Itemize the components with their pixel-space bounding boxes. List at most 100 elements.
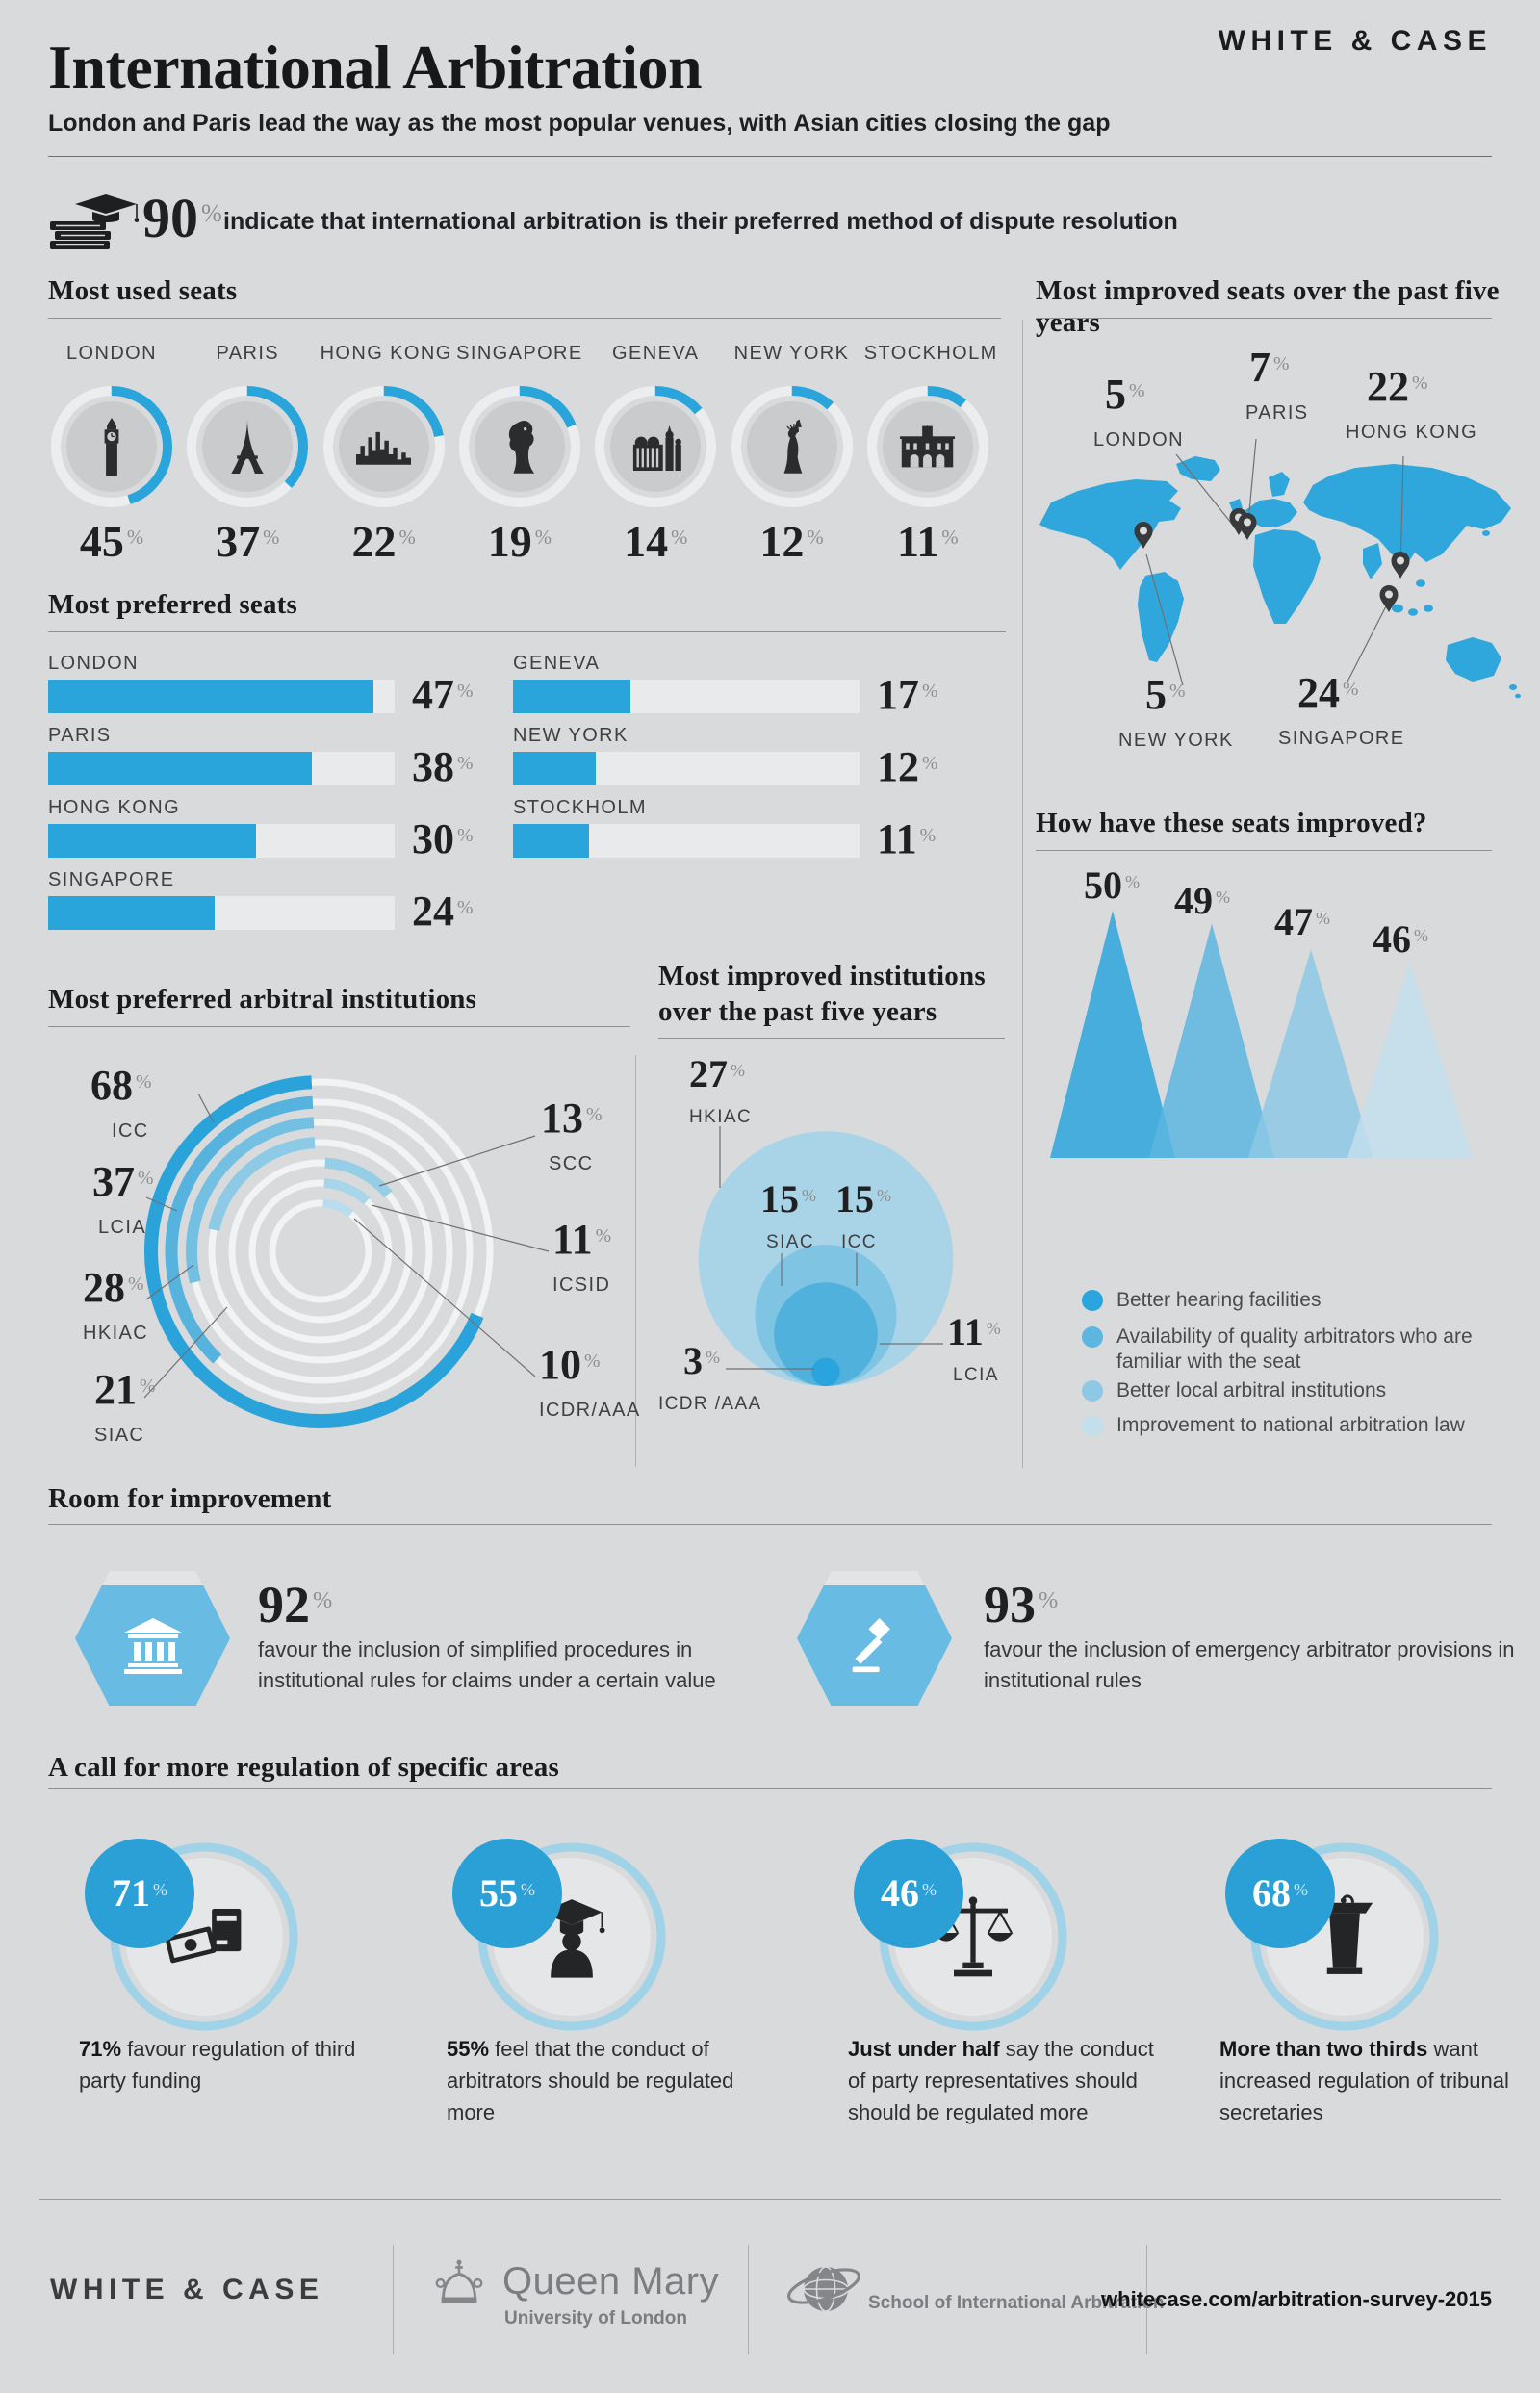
header-divider: [48, 156, 1492, 157]
room-card-value: 93%: [984, 1576, 1059, 1634]
preferred-seat-label: STOCKHOLM: [513, 797, 647, 818]
rule-preferred-institutions: [48, 1026, 630, 1027]
preferred-seat-value: 38%: [412, 743, 474, 790]
regulation-bubble-value: 46%: [881, 1871, 937, 1915]
section-title-most-preferred-seats: Most preferred seats: [48, 589, 298, 620]
footer-divider-1: [393, 2245, 394, 2354]
most-preferred-seats-bars-left: LONDON 47% PARIS 38% HONG KONG 30% SINGAPORE 24…: [48, 653, 500, 951]
preferred-seat-bar-track: [513, 752, 860, 785]
preferred-seat-bar-track: [48, 752, 395, 785]
globe-icon: [787, 2266, 860, 2312]
preferred-seat-value: 30%: [412, 815, 474, 862]
preferred-seat-bar-fill: [513, 752, 597, 785]
regulation-arc-svg: [1250, 1842, 1439, 2031]
seat-icon-box: [48, 383, 175, 510]
seat-city-label: GENEVA: [612, 343, 700, 364]
regulation-card-text: Just under half say the conduct of party…: [848, 2037, 1154, 2124]
seat-value: 45%: [79, 517, 144, 566]
seat-icon-box: [864, 383, 991, 510]
regulation-bubble-value: 71%: [112, 1871, 167, 1915]
footer-divider: [38, 2199, 1502, 2200]
seat-city-label: HONG KONG: [320, 343, 452, 364]
seat-value: 11%: [896, 517, 959, 566]
regulation-bubble: 68%: [1225, 1839, 1335, 1948]
preferred-seat-bar-fill: [48, 752, 312, 785]
regulation-bubble-value: 68%: [1252, 1871, 1308, 1915]
preferred-seat-label: GENEVA: [513, 653, 601, 674]
footer-divider-2: [748, 2245, 749, 2354]
palace-icon: [900, 425, 956, 468]
seat-city-label: LONDON: [66, 343, 157, 364]
regulation-arc-svg: [879, 1842, 1067, 2031]
rule-improved-institutions: [658, 1038, 1005, 1039]
footer-whitecase-logo: WHITE & CASE: [50, 2274, 324, 2305]
graduate-icon: [541, 1899, 605, 1978]
improved-institutions-title-line1: Most improved institutions: [658, 961, 986, 991]
preferred-seat-bar-fill: [48, 824, 256, 858]
regulation-card-text: 71% favour regulation of third party fun…: [79, 2037, 356, 2093]
used-seat-paris: PARIS 37%: [184, 337, 311, 587]
used-seat-stockholm: STOCKHOLM 11%: [863, 337, 998, 587]
room-card-value: 92%: [258, 1576, 333, 1634]
skyline-icon: [356, 431, 412, 465]
stat90-text: indicate that international arbitration …: [223, 208, 1178, 235]
rule-most-preferred: [48, 631, 1006, 632]
regulation-bubble: 71%: [85, 1839, 194, 1948]
seat-value: 19%: [487, 517, 552, 566]
seat-donut-chart: [51, 386, 172, 507]
page-title: International Arbitration: [48, 33, 703, 101]
preferred-seat-bar-fill: [48, 680, 374, 713]
column-divider: [1022, 320, 1023, 1468]
preferred-seat-label: SINGAPORE: [48, 869, 175, 890]
institutions-panel-divider: [635, 1055, 636, 1467]
preferred-seat-bar-track: [48, 824, 395, 858]
room-icon-box: [797, 1585, 952, 1706]
hexagon-cap: [75, 1571, 230, 1585]
seat-city-label: SINGAPORE: [456, 343, 583, 364]
preferred-seat-row-hong-kong: HONG KONG 30%: [48, 797, 500, 869]
seat-city-label: NEW YORK: [733, 343, 850, 364]
seat-value: 12%: [759, 517, 824, 566]
preferred-seat-value: 24%: [412, 888, 474, 935]
hexagon-cap: [797, 1571, 952, 1585]
room-hexagon: [75, 1571, 230, 1706]
preferred-seat-value: 47%: [412, 671, 474, 718]
preferred-seat-value: 11%: [877, 815, 937, 862]
regulation-bubble: 55%: [452, 1839, 562, 1948]
seat-icon-box: [321, 383, 448, 510]
books-grad-cap-icon: [46, 189, 139, 250]
preferred-seat-bar-fill: [513, 680, 631, 713]
seat-icon-box: [729, 383, 856, 510]
section-title-room-for-improvement: Room for improvement: [48, 1483, 332, 1514]
seat-icon-box: [184, 383, 311, 510]
statue-of-liberty-icon: [783, 418, 802, 474]
geneva-building-icon: [632, 425, 681, 471]
preferred-seat-value: 12%: [877, 743, 938, 790]
sia-globe-icon: [782, 2256, 864, 2322]
footer-divider-3: [1146, 2245, 1147, 2354]
seat-value: 37%: [216, 517, 280, 566]
preferred-seat-row-geneva: GENEVA 17%: [513, 653, 965, 725]
queen-mary-sub-text: University of London: [504, 2308, 687, 2329]
regulation-bubble: 46%: [854, 1839, 963, 1948]
merlion-icon: [508, 420, 534, 474]
used-seat-london: LONDON 45%: [48, 337, 175, 587]
preferred-seat-bar-fill: [48, 896, 215, 930]
bank-icon: [123, 1617, 182, 1674]
queen-mary-crown-icon: [429, 2252, 489, 2312]
stat90-value: 90%: [142, 187, 222, 249]
improved-institutions-title-line2: over the past five years: [658, 996, 937, 1027]
preferred-seat-bar-track: [513, 824, 860, 858]
survey-url-link[interactable]: whitecase.com/arbitration-survey-2015: [1101, 2287, 1492, 2311]
seat-donut-chart: [322, 386, 445, 507]
regulation-bubble-value: 55%: [479, 1871, 535, 1915]
room-card-text: favour the inclusion of simplified proce…: [258, 1637, 716, 1692]
section-title-seats-improvement: How have these seats improved?: [1036, 808, 1427, 838]
preferred-seat-value: 17%: [877, 671, 938, 718]
preferred-seat-bar-track: [48, 680, 395, 713]
seat-city-label: STOCKHOLM: [863, 343, 998, 364]
seat-city-label: PARIS: [216, 343, 280, 364]
